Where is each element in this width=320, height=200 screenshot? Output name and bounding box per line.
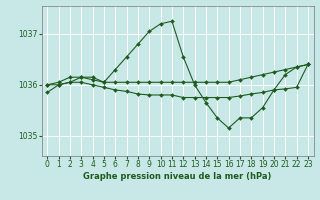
X-axis label: Graphe pression niveau de la mer (hPa): Graphe pression niveau de la mer (hPa) bbox=[84, 172, 272, 181]
